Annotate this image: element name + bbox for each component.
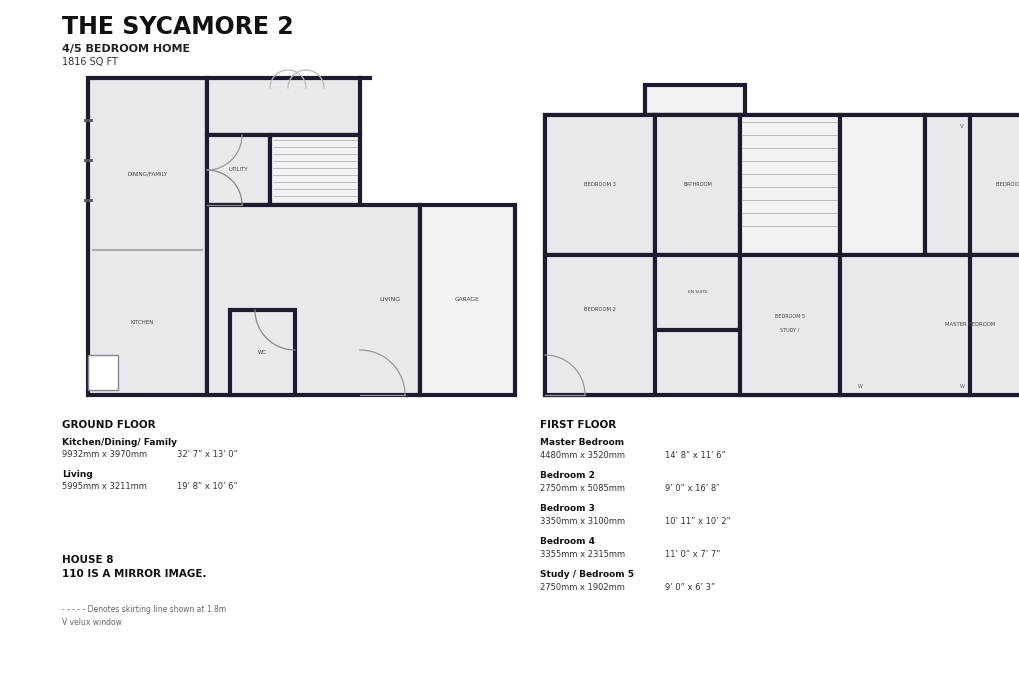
Bar: [739, 255, 840, 395]
Text: BEDROOM 2: BEDROOM 2: [584, 307, 615, 313]
Text: Bedroom 3: Bedroom 3: [539, 504, 594, 513]
Bar: [544, 115, 969, 395]
Bar: [88, 355, 118, 390]
Bar: [207, 78, 360, 135]
Text: GARAGE: GARAGE: [454, 297, 479, 303]
Text: BATHROOM: BATHROOM: [683, 182, 711, 188]
Text: 1816 SQ FT: 1816 SQ FT: [62, 57, 118, 67]
Bar: [360, 78, 420, 205]
Text: 11’ 0” x 7’ 7”: 11’ 0” x 7’ 7”: [664, 550, 719, 559]
Text: 2750mm x 1902mm: 2750mm x 1902mm: [539, 583, 625, 592]
Bar: [654, 255, 739, 330]
Text: W: W: [857, 384, 862, 390]
Text: THE SYCAMORE 2: THE SYCAMORE 2: [62, 15, 293, 39]
Text: - - - - - Denotes skirting line shown at 1.8m: - - - - - Denotes skirting line shown at…: [62, 605, 226, 614]
Bar: [969, 255, 1019, 395]
Text: MASTER BEDROOM: MASTER BEDROOM: [944, 322, 995, 328]
Text: HOUSE 8: HOUSE 8: [62, 555, 113, 565]
Text: 4480mm x 3520mm: 4480mm x 3520mm: [539, 451, 625, 460]
Bar: [644, 85, 744, 115]
Text: BEDROOM 3: BEDROOM 3: [584, 182, 615, 188]
Bar: [88, 78, 207, 395]
Text: Master Bedroom: Master Bedroom: [539, 438, 624, 447]
Text: BEDROOM 4: BEDROOM 4: [996, 182, 1019, 188]
Text: 19’ 8” x 10’ 6”: 19’ 8” x 10’ 6”: [177, 482, 237, 491]
Text: 10’ 11” x 10’ 2”: 10’ 11” x 10’ 2”: [664, 517, 730, 526]
Text: V: V: [959, 124, 963, 129]
Text: 9932mm x 3970mm: 9932mm x 3970mm: [62, 450, 147, 459]
Text: Kitchen/Dining/ Family: Kitchen/Dining/ Family: [62, 438, 177, 447]
Text: KITCHEN: KITCHEN: [130, 320, 154, 325]
Text: 9’ 0” x 6’ 3”: 9’ 0” x 6’ 3”: [664, 583, 714, 592]
Text: 110 IS A MIRROR IMAGE.: 110 IS A MIRROR IMAGE.: [62, 569, 206, 579]
Bar: [420, 205, 515, 395]
Text: Bedroom 4: Bedroom 4: [539, 537, 594, 546]
Text: 14’ 8” x 11’ 6”: 14’ 8” x 11’ 6”: [664, 451, 726, 460]
Bar: [270, 135, 360, 205]
Text: FIRST FLOOR: FIRST FLOOR: [539, 420, 615, 430]
Text: Study / Bedroom 5: Study / Bedroom 5: [539, 570, 634, 579]
Text: 3350mm x 3100mm: 3350mm x 3100mm: [539, 517, 625, 526]
Bar: [969, 115, 1019, 255]
Text: 9’ 0” x 16’ 8″: 9’ 0” x 16’ 8″: [664, 484, 718, 493]
Bar: [739, 115, 840, 255]
Text: 2750mm x 5085mm: 2750mm x 5085mm: [539, 484, 625, 493]
Text: WC: WC: [258, 350, 267, 355]
Bar: [840, 115, 924, 255]
Text: 3355mm x 2315mm: 3355mm x 2315mm: [539, 550, 625, 559]
Bar: [229, 310, 294, 395]
Text: 4/5 BEDROOM HOME: 4/5 BEDROOM HOME: [62, 44, 190, 54]
Bar: [924, 115, 1019, 255]
Text: EN SUITE: EN SUITE: [687, 290, 707, 294]
Text: GROUND FLOOR: GROUND FLOOR: [62, 420, 156, 430]
Bar: [840, 255, 1019, 395]
Bar: [544, 255, 654, 395]
Text: W: W: [959, 384, 964, 390]
Text: DINING/FAMILY: DINING/FAMILY: [127, 171, 167, 177]
Text: STUDY /: STUDY /: [780, 328, 799, 333]
Bar: [207, 135, 270, 205]
Text: 5995mm x 3211mm: 5995mm x 3211mm: [62, 482, 147, 491]
Bar: [207, 205, 420, 395]
Text: 32’ 7” x 13’ 0”: 32’ 7” x 13’ 0”: [177, 450, 237, 459]
Bar: [654, 115, 739, 255]
Text: LIVING: LIVING: [379, 297, 400, 303]
Text: UTILITY: UTILITY: [228, 167, 248, 173]
Text: Living: Living: [62, 470, 93, 479]
Text: V velux window: V velux window: [62, 618, 121, 627]
Text: Bedroom 2: Bedroom 2: [539, 471, 594, 480]
Text: BEDROOM 5: BEDROOM 5: [774, 314, 804, 320]
Bar: [544, 115, 654, 255]
